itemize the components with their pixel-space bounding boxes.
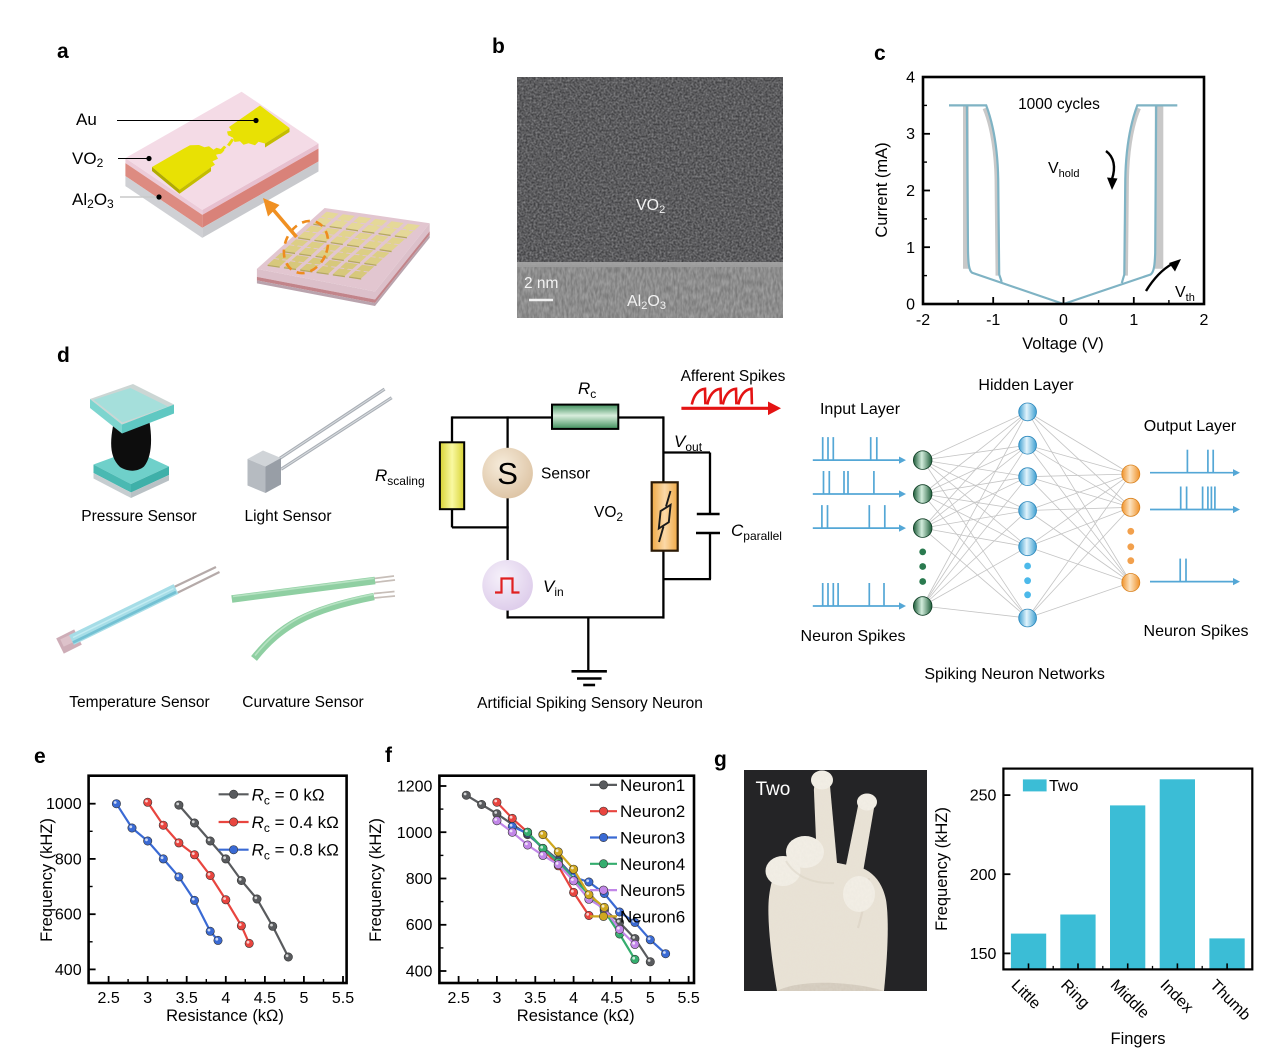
- svg-text:Neuron Spikes: Neuron Spikes: [801, 628, 906, 645]
- svg-text:Al2O3: Al2O3: [72, 190, 114, 211]
- svg-text:Resistance (kΩ): Resistance (kΩ): [166, 1007, 284, 1025]
- svg-text:1: 1: [1129, 312, 1138, 329]
- svg-text:Light Sensor: Light Sensor: [244, 508, 331, 525]
- svg-text:-1: -1: [986, 312, 1000, 329]
- svg-text:Two: Two: [1049, 778, 1078, 795]
- svg-text:Current (mA): Current (mA): [873, 142, 891, 237]
- svg-text:Rc: Rc: [578, 379, 596, 401]
- svg-text:0: 0: [906, 297, 915, 314]
- svg-text:Neuron3: Neuron3: [620, 829, 685, 848]
- svg-text:Rc = 0.4 kΩ: Rc = 0.4 kΩ: [252, 813, 339, 835]
- svg-text:Resistance (kΩ): Resistance (kΩ): [517, 1007, 635, 1025]
- svg-text:5: 5: [299, 990, 308, 1007]
- svg-text:2.5: 2.5: [97, 990, 119, 1007]
- svg-text:600: 600: [406, 917, 433, 934]
- svg-text:Rc = 0.8 kΩ: Rc = 0.8 kΩ: [252, 841, 339, 863]
- svg-text:Vout: Vout: [674, 432, 703, 454]
- svg-text:Vin: Vin: [543, 577, 564, 599]
- svg-text:Neuron6: Neuron6: [620, 907, 685, 926]
- svg-text:400: 400: [406, 964, 433, 981]
- svg-text:Neuron5: Neuron5: [620, 881, 685, 900]
- svg-text:g: g: [714, 748, 727, 771]
- svg-text:VO2: VO2: [72, 149, 104, 170]
- svg-text:3: 3: [906, 126, 915, 143]
- svg-text:1000: 1000: [397, 825, 433, 842]
- svg-text:Au: Au: [76, 110, 97, 129]
- svg-text:4: 4: [906, 70, 915, 87]
- svg-text:Artificial Spiking Sensory Neu: Artificial Spiking Sensory Neuron: [477, 695, 703, 712]
- svg-text:Frequency (kHZ): Frequency (kHZ): [367, 818, 385, 942]
- svg-text:Rscaling: Rscaling: [375, 466, 425, 488]
- svg-text:Two: Two: [756, 779, 791, 800]
- svg-text:Curvature Sensor: Curvature Sensor: [242, 694, 363, 711]
- svg-text:0: 0: [1059, 312, 1068, 329]
- svg-text:1000 cycles: 1000 cycles: [1018, 96, 1100, 113]
- svg-text:Voltage (V): Voltage (V): [1022, 335, 1104, 353]
- svg-text:Spiking Neuron Networks: Spiking Neuron Networks: [924, 666, 1105, 683]
- svg-text:Frequency (kHZ): Frequency (kHZ): [933, 807, 951, 931]
- svg-text:3: 3: [492, 990, 501, 1007]
- svg-text:2.5: 2.5: [447, 990, 469, 1007]
- svg-text:Cparallel: Cparallel: [731, 521, 782, 543]
- svg-text:2: 2: [1200, 312, 1209, 329]
- svg-text:Frequency (kHZ): Frequency (kHZ): [38, 818, 56, 942]
- svg-text:Sensor: Sensor: [541, 466, 590, 483]
- svg-text:Output Layer: Output Layer: [1144, 418, 1237, 435]
- svg-text:3.5: 3.5: [524, 990, 546, 1007]
- svg-text:e: e: [34, 745, 46, 768]
- svg-text:5.5: 5.5: [677, 990, 699, 1007]
- svg-text:800: 800: [406, 871, 433, 888]
- svg-text:Rc = 0 kΩ: Rc = 0 kΩ: [252, 785, 325, 807]
- svg-text:Neuron4: Neuron4: [620, 855, 685, 874]
- svg-text:4: 4: [221, 990, 230, 1007]
- svg-text:250: 250: [970, 788, 997, 805]
- svg-text:Fingers: Fingers: [1110, 1030, 1165, 1048]
- svg-text:150: 150: [970, 946, 997, 963]
- svg-text:400: 400: [55, 962, 82, 979]
- svg-text:Al2O3: Al2O3: [627, 293, 666, 312]
- svg-text:4.5: 4.5: [601, 990, 623, 1007]
- svg-text:-2: -2: [916, 312, 930, 329]
- svg-text:3.5: 3.5: [176, 990, 198, 1007]
- svg-text:VO2: VO2: [594, 504, 623, 524]
- svg-text:800: 800: [55, 851, 82, 868]
- svg-text:c: c: [874, 42, 886, 65]
- svg-text:VO2: VO2: [636, 197, 665, 216]
- svg-text:2 nm: 2 nm: [524, 275, 558, 292]
- svg-text:Input Layer: Input Layer: [820, 401, 901, 418]
- svg-text:Neuron Spikes: Neuron Spikes: [1144, 623, 1249, 640]
- svg-text:1200: 1200: [397, 779, 433, 796]
- svg-text:a: a: [57, 40, 69, 63]
- svg-text:200: 200: [970, 867, 997, 884]
- svg-text:Pressure Sensor: Pressure Sensor: [81, 508, 196, 525]
- svg-text:d: d: [57, 344, 70, 367]
- svg-text:5: 5: [646, 990, 655, 1007]
- svg-text:4.5: 4.5: [254, 990, 276, 1007]
- svg-text:Neuron1: Neuron1: [620, 776, 685, 795]
- svg-text:Temperature Sensor: Temperature Sensor: [69, 694, 209, 711]
- svg-text:b: b: [492, 35, 505, 58]
- svg-text:3: 3: [143, 990, 152, 1007]
- svg-text:1000: 1000: [46, 796, 82, 813]
- svg-text:600: 600: [55, 907, 82, 924]
- svg-text:Neuron2: Neuron2: [620, 802, 685, 821]
- svg-text:f: f: [385, 744, 393, 767]
- svg-text:1: 1: [906, 240, 915, 257]
- svg-text:4: 4: [569, 990, 578, 1007]
- svg-text:2: 2: [906, 183, 915, 200]
- svg-text:5.5: 5.5: [332, 990, 354, 1007]
- svg-text:S: S: [497, 456, 518, 491]
- svg-text:Hidden Layer: Hidden Layer: [978, 377, 1074, 394]
- svg-text:Afferent Spikes: Afferent Spikes: [681, 368, 786, 385]
